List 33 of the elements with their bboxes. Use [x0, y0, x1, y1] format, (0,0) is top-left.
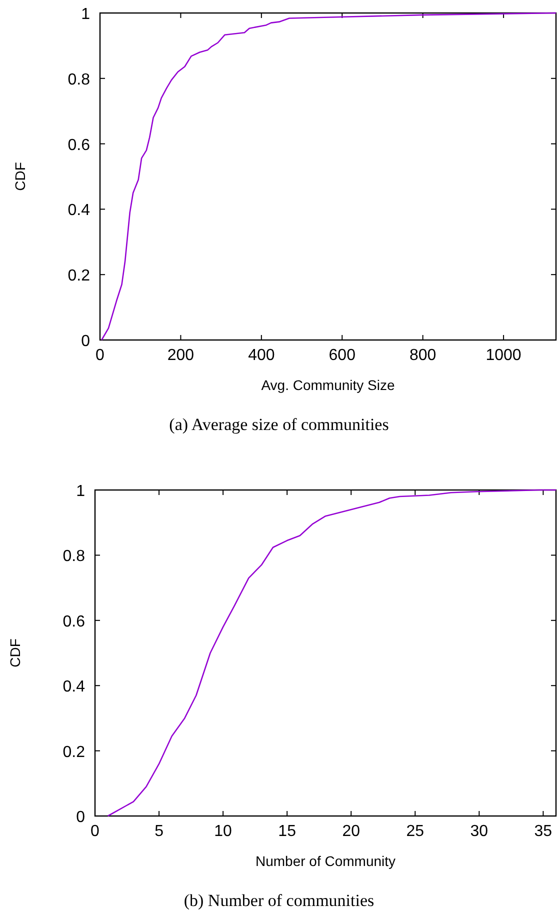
y-tick-label: 0.2	[62, 744, 86, 761]
y-tick-label: 0.8	[62, 548, 86, 566]
x-tick-label: 30	[470, 823, 488, 840]
y-tick-label: 1	[81, 6, 90, 23]
x-tick-label: 800	[409, 347, 436, 364]
y-tick-label: 0.6	[68, 136, 90, 154]
y-tick-label: 0.4	[62, 678, 86, 696]
x-tick-label: 25	[406, 823, 424, 840]
y-tick-label: 0.8	[68, 71, 90, 88]
line-series	[100, 12, 557, 341]
x-axis-title: Number of Community	[255, 853, 396, 869]
y-axis-title: CDF	[12, 162, 28, 191]
y-tick-label: 0.6	[62, 613, 86, 630]
x-tick-label: 400	[248, 347, 275, 364]
y-tick-label: 1	[76, 483, 86, 500]
x-tick-label: 600	[328, 347, 356, 364]
y-tick-label: 0	[76, 809, 86, 826]
x-tick-label: 5	[154, 823, 164, 840]
line-series	[107, 489, 557, 817]
x-tick-label: 15	[278, 823, 296, 840]
x-tick-label: 10	[214, 823, 232, 840]
text: (b) Number of communities	[184, 891, 374, 910]
x-tick-label: 0	[96, 347, 105, 364]
x-tick-label: 35	[534, 823, 552, 840]
text: (a) Average size of communities	[169, 415, 389, 434]
x-tick-label: 200	[167, 347, 194, 364]
x-tick-label: 20	[342, 823, 360, 840]
y-tick-label: 0.2	[68, 268, 90, 285]
y-tick-label: 0.4	[68, 202, 90, 220]
x-axis-title: Avg. Community Size	[261, 377, 395, 393]
x-tick-label: 1000	[486, 347, 522, 364]
y-tick-label: 0	[81, 333, 90, 350]
y-axis-title: CDF	[7, 638, 23, 668]
